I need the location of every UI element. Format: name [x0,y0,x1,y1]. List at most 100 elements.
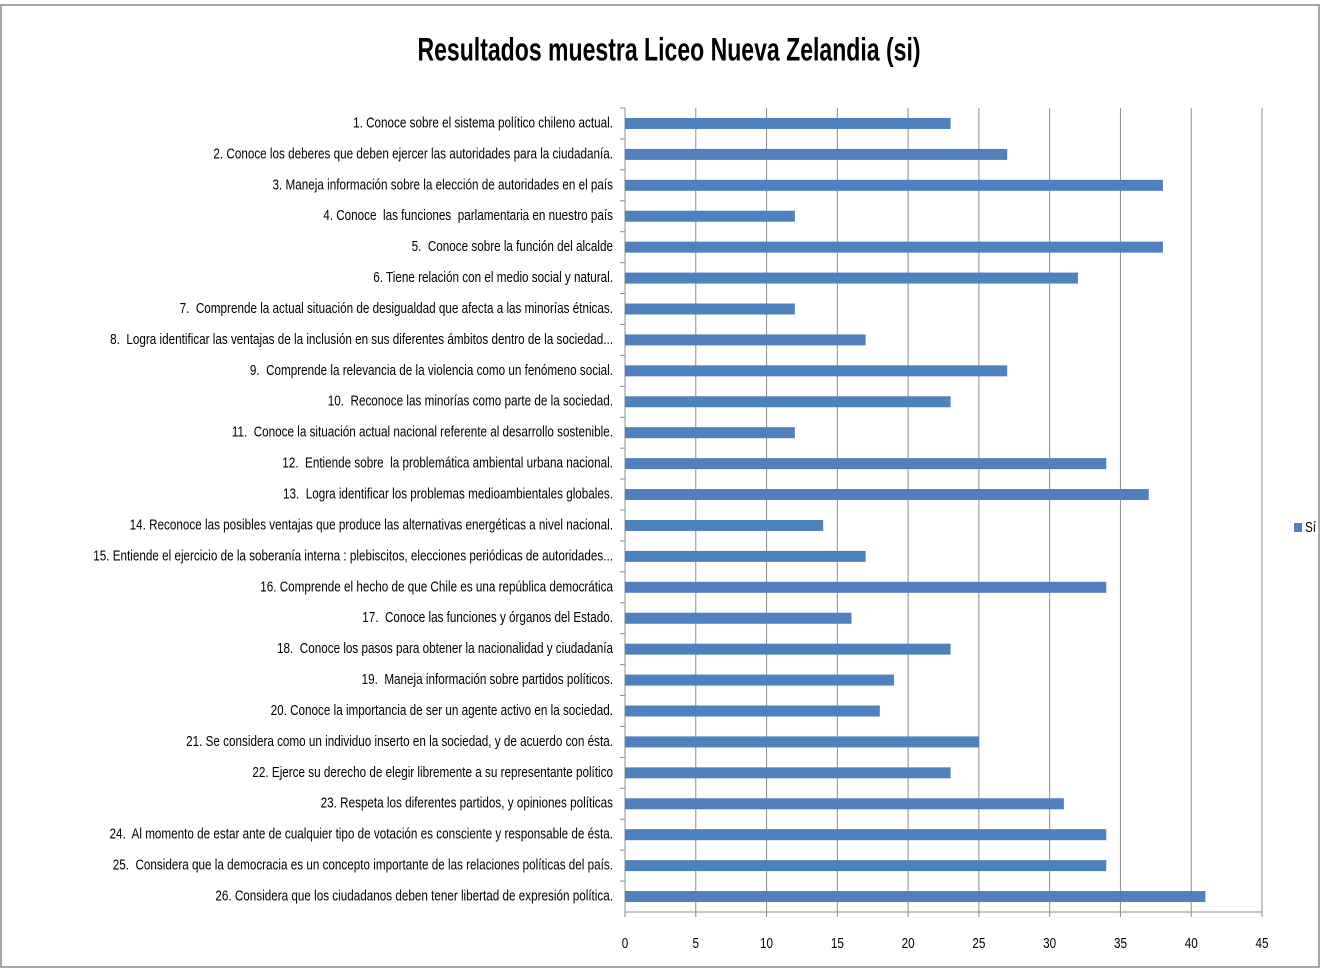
y-label-group: 12. Entiende sobre la problemática ambie… [282,454,613,471]
y-tick-label: 21. Se considera como un individuo inser… [186,732,613,749]
y-tick-label: 10. Reconoce las minorías como parte de … [328,392,613,409]
x-tick-label: 40 [1185,935,1198,952]
y-tick-label: 19. Maneja información sobre partidos po… [362,671,613,688]
y-label-group: 10. Reconoce las minorías como parte de … [328,392,613,409]
bar [625,705,880,717]
y-tick-label: 18. Conoce los pasos para obtener la nac… [277,640,613,657]
y-label-group: 18. Conoce los pasos para obtener la nac… [277,640,613,657]
bar [625,396,951,408]
y-tick-label: 9. Comprende la relevancia de la violenc… [250,361,613,378]
y-label-group: 3. Maneja información sobre la elección … [273,176,614,193]
bar [625,829,1107,841]
y-tick-label: 4. Conoce las funciones parlamentaria en… [323,207,613,224]
bar [625,798,1064,810]
y-tick-label: 23. Respeta los diferentes partidos, y o… [321,794,614,811]
y-label-group: 16. Comprende el hecho de que Chile es u… [260,578,613,595]
x-tick-group: 15 [831,935,844,952]
x-tick-label: 45 [1255,935,1268,952]
y-label-group: 11. Conoce la situación actual nacional … [232,423,613,440]
y-tick-label: 8. Logra identificar las ventajas de la … [110,330,613,347]
y-tick-label: 3. Maneja información sobre la elección … [273,176,614,193]
y-label-group: 21. Se considera como un individuo inser… [186,732,613,749]
y-label-group: 24. Al momento de estar ante de cualquie… [109,825,613,842]
legend-label: Sí [1305,519,1316,536]
y-tick-label: 24. Al momento de estar ante de cualquie… [109,825,613,842]
bar [625,674,894,686]
y-tick-label: 15. Entiende el ejercicio de la soberaní… [93,547,613,564]
x-tick-group: 10 [760,935,773,952]
x-tick-group: 0 [622,935,629,952]
y-tick-label: 13. Logra identificar los problemas medi… [283,485,613,502]
x-tick-group: 25 [972,935,985,952]
y-label-group: 1. Conoce sobre el sistema político chil… [353,114,613,131]
bar [625,643,951,655]
y-tick-label: 22. Ejerce su derecho de elegir libremen… [252,763,613,780]
y-label-group: 20. Conoce la importancia de ser un agen… [271,702,613,719]
y-label-group: 13. Logra identificar los problemas medi… [283,485,613,502]
y-label-group: 4. Conoce las funciones parlamentaria en… [323,207,613,224]
bar [625,550,866,562]
bar [625,272,1078,284]
y-tick-label: 5. Conoce sobre la función del alcalde [412,238,613,255]
bar [625,179,1163,191]
x-tick-group: 40 [1185,935,1198,952]
y-tick-label: 2. Conoce los deberes que deben ejercer … [213,145,613,162]
y-tick-label: 12. Entiende sobre la problemática ambie… [282,454,613,471]
bar [625,117,951,129]
x-tick-label: 10 [760,935,773,952]
y-tick-label: 16. Comprende el hecho de que Chile es u… [260,578,613,595]
x-tick-label: 30 [1043,935,1056,952]
x-tick-label: 15 [831,935,844,952]
y-label-group: 5. Conoce sobre la función del alcalde [412,238,613,255]
y-tick-label: 7. Comprende la actual situación de desi… [180,300,613,317]
y-label-group: 15. Entiende el ejercicio de la soberaní… [93,547,613,564]
bar [625,365,1008,377]
bar [625,489,1149,501]
y-label-group: 8. Logra identificar las ventajas de la … [110,330,613,347]
bar [625,303,795,315]
y-tick-label: 6. Tiene relación con el medio social y … [373,269,613,286]
bar [625,612,852,624]
bar [625,767,951,779]
y-tick-label: 14. Reconoce las posibles ventajas que p… [130,516,613,533]
x-tick-group: 45 [1255,935,1268,952]
y-label-group: 6. Tiene relación con el medio social y … [373,269,613,286]
x-tick-label: 35 [1114,935,1127,952]
y-tick-label: 1. Conoce sobre el sistema político chil… [353,114,613,131]
x-tick-group: 30 [1043,935,1056,952]
y-label-group: 9. Comprende la relevancia de la violenc… [250,361,613,378]
bar [625,891,1206,903]
y-label-group: 7. Comprende la actual situación de desi… [180,300,613,317]
legend-swatch [1294,523,1302,532]
y-label-group: 17. Conoce las funciones y órganos del E… [362,609,613,626]
y-tick-label: 11. Conoce la situación actual nacional … [232,423,613,440]
chart-title: Resultados muestra Liceo Nueva Zelandia … [417,32,920,68]
bar [625,860,1107,872]
title-group: Resultados muestra Liceo Nueva Zelandia … [417,32,920,68]
y-tick-label: 20. Conoce la importancia de ser un agen… [271,702,613,719]
bar [625,148,1008,160]
bar [625,334,866,346]
bar [625,427,795,439]
x-tick-label: 25 [972,935,985,952]
y-label-group: 26. Considera que los ciudadanos deben t… [215,887,613,904]
x-tick-label: 5 [693,935,700,952]
bar [625,519,824,531]
y-label-group: 14. Reconoce las posibles ventajas que p… [130,516,613,533]
x-tick-group: 5 [693,935,700,952]
bar [625,241,1163,253]
y-label-group: 22. Ejerce su derecho de elegir libremen… [252,763,613,780]
legend-group: Sí [1305,519,1316,536]
bar [625,458,1107,470]
y-label-group: 25. Considera que la democracia es un co… [113,856,613,873]
x-tick-group: 35 [1114,935,1127,952]
x-tick-label: 0 [622,935,629,952]
bar [625,736,979,748]
y-tick-label: 25. Considera que la democracia es un co… [113,856,613,873]
y-label-group: 23. Respeta los diferentes partidos, y o… [321,794,614,811]
y-label-group: 2. Conoce los deberes que deben ejercer … [213,145,613,162]
bar [625,581,1107,593]
y-tick-label: 26. Considera que los ciudadanos deben t… [215,887,613,904]
y-label-group: 19. Maneja información sobre partidos po… [362,671,613,688]
